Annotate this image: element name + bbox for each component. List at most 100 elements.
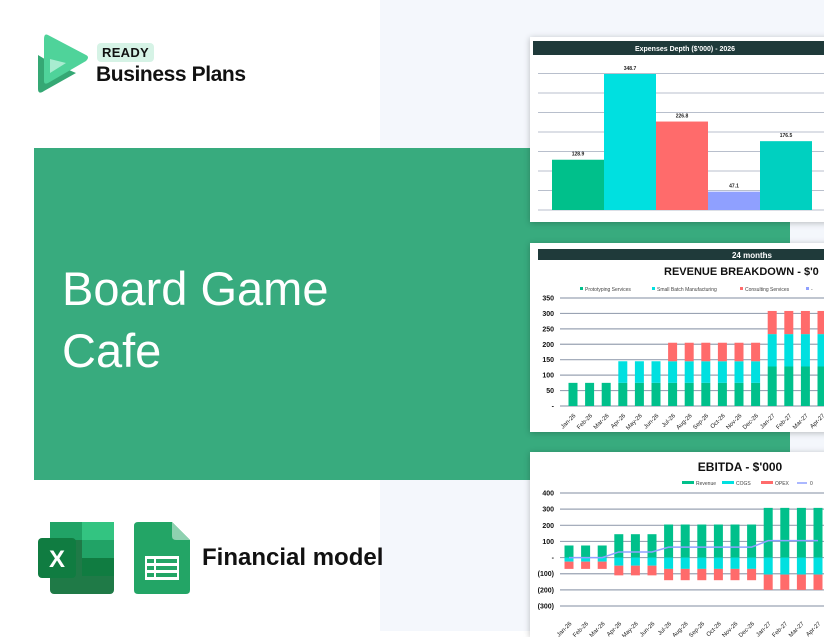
bar-segment <box>780 558 789 575</box>
bar-segment <box>652 383 661 406</box>
y-tick-label: 300 <box>542 507 554 514</box>
legend-swatch <box>682 481 694 484</box>
bar-segment <box>685 343 694 362</box>
data-label: 128.9 <box>572 152 585 158</box>
bar-segment <box>764 508 773 558</box>
bar-segment <box>569 383 578 406</box>
bar-segment <box>614 566 623 576</box>
bar-segment <box>685 383 694 406</box>
x-tick-label: Dec-26 <box>738 621 756 637</box>
bar-segment <box>585 383 594 406</box>
bar-segment <box>718 383 727 406</box>
bar-segment <box>618 383 627 406</box>
bar-segment <box>751 361 760 383</box>
financial-model-label: Financial model <box>202 544 383 572</box>
bar <box>552 160 604 210</box>
y-tick-label: 350 <box>542 295 554 302</box>
y-tick-label: 300 <box>542 311 554 318</box>
x-tick-label: Jun-26 <box>643 413 661 431</box>
revenue-chart: 24 months REVENUE BREAKDOWN - $'0 -50100… <box>530 243 824 432</box>
bar-segment <box>801 367 810 406</box>
bar-segment <box>697 525 706 558</box>
bar-segment <box>664 569 673 580</box>
bar-segment <box>668 383 677 406</box>
y-tick-label: 250 <box>542 326 554 333</box>
legend-swatch <box>740 287 743 290</box>
legend-label: 0 <box>810 481 813 487</box>
bar-segment <box>701 383 710 406</box>
bar-segment <box>731 569 740 580</box>
bar-segment <box>751 343 760 362</box>
y-tick-label: 50 <box>546 388 554 395</box>
y-tick-label: 150 <box>542 357 554 364</box>
bar <box>604 74 656 210</box>
bar-segment <box>652 361 661 383</box>
bar-segment <box>818 311 824 334</box>
bar-segment <box>701 361 710 383</box>
bar-segment <box>784 311 793 334</box>
x-tick-label: Feb-27 <box>776 413 794 431</box>
bar-segment <box>635 361 644 383</box>
bar-segment <box>814 558 823 575</box>
bar-segment <box>801 334 810 366</box>
page-title: Board Game Cafe <box>62 258 328 382</box>
bar-segment <box>614 558 623 566</box>
bar-segment <box>697 558 706 569</box>
legend-swatch <box>761 481 773 484</box>
bar-segment <box>780 508 789 558</box>
legend-swatch <box>722 481 734 484</box>
bar-segment <box>747 558 756 569</box>
legend-label: COGS <box>736 481 751 487</box>
y-tick-label: - <box>552 404 555 411</box>
bar-segment <box>768 367 777 406</box>
x-tick-label: Mar-26 <box>589 621 607 637</box>
legend-label: Consulting Services <box>745 287 790 293</box>
bar-segment <box>618 361 627 383</box>
ready-business-plans-logo-icon <box>36 33 88 95</box>
legend-label: Revenue <box>696 481 716 487</box>
x-tick-label: Dec-26 <box>742 413 760 431</box>
x-tick-label: Mar-26 <box>593 413 611 431</box>
bar-segment <box>768 311 777 334</box>
bar-segment <box>581 562 590 569</box>
x-tick-label: Sep-26 <box>692 413 710 431</box>
bar-segment <box>718 361 727 383</box>
bar-segment <box>668 343 677 362</box>
bar-segment <box>818 334 824 366</box>
x-tick-label: Jun-26 <box>639 621 657 637</box>
data-label: 348.7 <box>624 66 637 72</box>
bar-segment <box>714 569 723 580</box>
x-tick-label: Apr-27 <box>805 621 822 637</box>
bar-segment <box>797 558 806 575</box>
bar-segment <box>780 575 789 590</box>
bar-segment <box>565 562 574 569</box>
bar-segment <box>581 545 590 557</box>
y-tick-label: 200 <box>542 342 554 349</box>
x-tick-label: Mar-27 <box>792 413 810 431</box>
bar <box>656 122 708 210</box>
bar-segment <box>731 558 740 569</box>
y-tick-label: 100 <box>542 373 554 380</box>
bar-segment <box>735 383 744 406</box>
legend-label: Small Batch Manufacturing <box>657 287 717 293</box>
x-tick-label: May-26 <box>621 621 640 637</box>
bar-segment <box>764 558 773 575</box>
y-tick-label: (300) <box>538 604 554 611</box>
bar-segment <box>648 558 657 566</box>
bar-segment <box>701 343 710 362</box>
legend-label: - <box>811 287 813 293</box>
x-tick-label: Mar-27 <box>788 621 806 637</box>
bar-segment <box>818 367 824 406</box>
title-line-1: Board Game <box>62 258 328 320</box>
y-tick-label: - <box>552 555 555 562</box>
bar-segment <box>681 525 690 558</box>
bar-segment <box>747 569 756 580</box>
bar-segment <box>801 311 810 334</box>
data-label: 176.5 <box>780 133 793 139</box>
chart-title: REVENUE BREAKDOWN - $'0 <box>664 266 819 278</box>
chart-title: EBITDA - $'000 <box>698 460 783 474</box>
expenses-chart: Expenses Depth ($'000) - 2026 128.9348.7… <box>530 37 824 222</box>
ready-badge: READY <box>97 43 154 62</box>
